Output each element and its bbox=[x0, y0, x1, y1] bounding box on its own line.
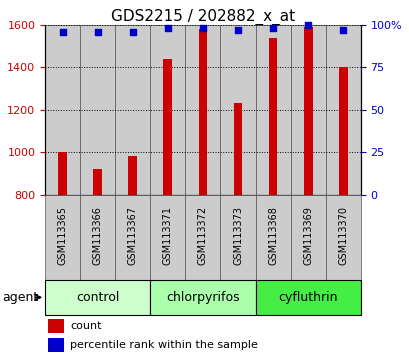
Bar bbox=[303, 27, 312, 195]
Text: GSM113367: GSM113367 bbox=[128, 206, 137, 265]
Bar bbox=[268, 38, 277, 195]
Text: GSM113369: GSM113369 bbox=[302, 206, 312, 265]
Text: count: count bbox=[70, 321, 101, 331]
Point bbox=[234, 27, 241, 33]
Point bbox=[269, 25, 276, 31]
Bar bbox=[290, 25, 325, 195]
Text: GSM113368: GSM113368 bbox=[267, 206, 277, 265]
Point bbox=[199, 25, 206, 31]
Bar bbox=[45, 280, 150, 315]
Bar bbox=[325, 195, 360, 280]
Text: GSM113365: GSM113365 bbox=[58, 206, 67, 265]
Text: agent: agent bbox=[2, 291, 38, 304]
Bar bbox=[255, 25, 290, 195]
Bar bbox=[198, 29, 207, 195]
Text: GSM113371: GSM113371 bbox=[162, 206, 173, 265]
Bar bbox=[45, 25, 80, 195]
Text: chlorpyrifos: chlorpyrifos bbox=[166, 291, 239, 304]
Point bbox=[304, 22, 311, 28]
Bar bbox=[163, 59, 172, 195]
Text: GSM113373: GSM113373 bbox=[232, 206, 243, 265]
Bar bbox=[325, 25, 360, 195]
Bar bbox=[338, 67, 347, 195]
Bar bbox=[290, 195, 325, 280]
Text: GSM113370: GSM113370 bbox=[337, 206, 347, 265]
Bar bbox=[115, 195, 150, 280]
Bar bbox=[150, 25, 185, 195]
Bar bbox=[255, 280, 360, 315]
Bar bbox=[255, 195, 290, 280]
Title: GDS2215 / 202882_x_at: GDS2215 / 202882_x_at bbox=[110, 8, 294, 25]
Bar bbox=[233, 103, 242, 195]
Bar bbox=[150, 280, 255, 315]
Bar bbox=[80, 195, 115, 280]
Bar bbox=[185, 25, 220, 195]
Point bbox=[339, 27, 346, 33]
Bar bbox=[115, 25, 150, 195]
Bar bbox=[220, 195, 255, 280]
Point bbox=[129, 29, 136, 34]
Text: GSM113372: GSM113372 bbox=[198, 206, 207, 265]
Bar bbox=[45, 195, 80, 280]
Point bbox=[164, 25, 171, 31]
Bar bbox=[150, 195, 185, 280]
Bar bbox=[93, 169, 102, 195]
Bar bbox=[128, 156, 137, 195]
Bar bbox=[48, 338, 64, 352]
Text: GSM113366: GSM113366 bbox=[92, 206, 103, 265]
Bar bbox=[80, 25, 115, 195]
Point bbox=[59, 29, 66, 34]
Text: percentile rank within the sample: percentile rank within the sample bbox=[70, 341, 258, 350]
Bar bbox=[58, 152, 67, 195]
Bar bbox=[220, 25, 255, 195]
Point bbox=[94, 29, 101, 34]
Bar bbox=[48, 319, 64, 333]
Text: cyfluthrin: cyfluthrin bbox=[278, 291, 337, 304]
Text: control: control bbox=[76, 291, 119, 304]
Bar bbox=[185, 195, 220, 280]
